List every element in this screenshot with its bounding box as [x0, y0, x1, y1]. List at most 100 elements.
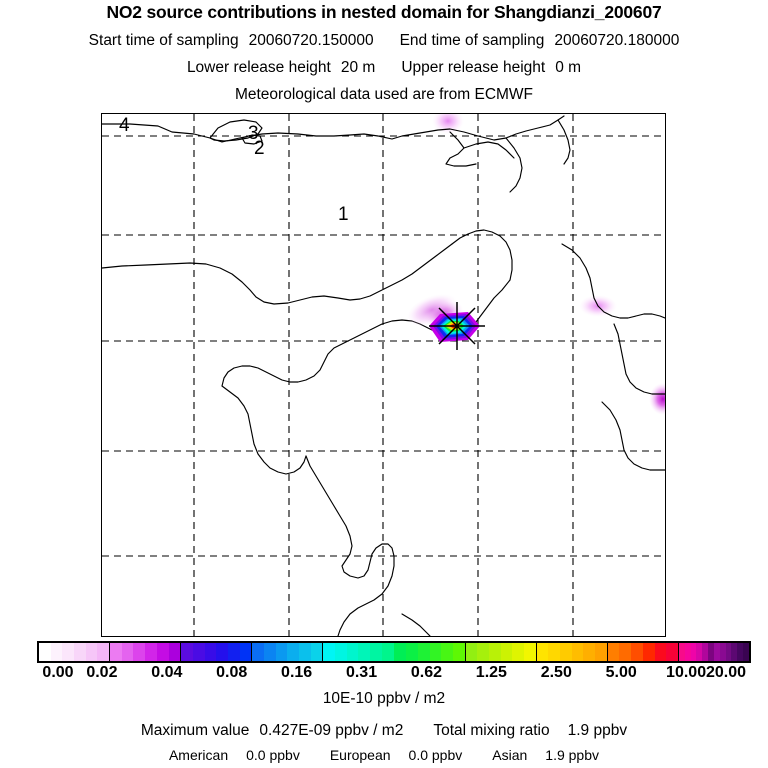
european-value: 0.0 ppbv: [408, 747, 463, 763]
colorbar-step: [524, 643, 536, 661]
contour-label-1: 1: [338, 204, 349, 225]
end-time-value: 20060720.180000: [554, 32, 680, 49]
asian-label: Asian: [492, 747, 528, 763]
colorbar-step: [548, 643, 561, 661]
sampling-time-line: Start time of sampling 20060720.150000 End…: [0, 32, 768, 50]
colorbar-step: [417, 643, 430, 661]
colorbar-segment: [394, 643, 466, 661]
colorbar-tick-label: 1.25: [475, 664, 507, 681]
colorbar-step: [370, 643, 382, 661]
colorbar-step: [227, 643, 240, 661]
colorbar-step: [394, 643, 407, 661]
colorbar-segment: [465, 643, 537, 661]
colorbar-step: [560, 643, 572, 661]
colorbar-step: [690, 643, 697, 661]
colorbar-step: [133, 643, 146, 661]
total-mixing-ratio-label: Total mixing ratio: [433, 722, 550, 739]
lower-release-label: Lower release height: [186, 59, 331, 76]
map-svg: 4 3 2 1: [102, 114, 665, 636]
colorbar-step: [263, 643, 276, 661]
colorbar-step: [192, 643, 205, 661]
colorbar-tick-label: 0.31: [345, 664, 378, 681]
colorbar-step: [287, 643, 300, 661]
contour-label-2: 2: [254, 138, 265, 159]
colorbar-tick-label: 20.00: [705, 664, 747, 681]
colorbar-segment: [252, 643, 324, 661]
colorbar-tick-label: 10.00: [666, 664, 707, 681]
colorbar-step: [500, 643, 513, 661]
colorbar-step: [346, 643, 359, 661]
colorbar-step: [737, 643, 744, 661]
colorbar-step: [323, 643, 336, 661]
colorbar-step: [713, 643, 720, 661]
colorbar-step: [441, 643, 453, 661]
summary-line-regions: American 0.0 ppbv European 0.0 ppbv Asian 1.9…: [0, 747, 768, 763]
colorbar-segment: [536, 643, 608, 661]
colorbar-step: [702, 643, 709, 661]
colorbar-step: [536, 643, 549, 661]
colorbar-step: [335, 643, 347, 661]
colorbar-step: [252, 643, 264, 661]
colorbar-tick-label: 0.00: [42, 664, 74, 681]
contour-number-labels: 4 3 2 1: [119, 115, 349, 225]
map-gridlines: [102, 114, 665, 636]
colorbar-tick-labels: 0.00 0.02 0.04 0.08 0.16 0.31 0.62 1.25 2.50 5.00…: [0, 664, 768, 684]
colorbar-step: [571, 643, 584, 661]
colorbar-step: [654, 643, 667, 661]
colorbar-step: [168, 643, 181, 661]
start-time-label: Start time of sampling: [88, 32, 239, 49]
colorbar-step: [110, 643, 122, 661]
colorbar-step: [642, 643, 655, 661]
american-label: American: [168, 747, 229, 763]
page-title: NO2 source contributions in nested domai…: [106, 2, 662, 22]
colorbar-segment: [39, 643, 111, 661]
colorbar-step: [145, 643, 157, 661]
colorbar-step: [477, 643, 489, 661]
colorbar-tick-label: 5.00: [605, 664, 637, 681]
main-plume: [406, 293, 485, 350]
colorbar-step: [97, 643, 110, 661]
secondary-plumes: [432, 114, 665, 415]
colorbar-step: [631, 643, 643, 661]
colorbar-step: [619, 643, 632, 661]
colorbar-segment: [678, 643, 749, 661]
colorbar-segment: [607, 643, 679, 661]
colorbar-step: [85, 643, 98, 661]
colorbar-step: [39, 643, 51, 661]
colorbar-step: [725, 643, 732, 661]
colorbar-step: [452, 643, 465, 661]
upper-release-value: 0 m: [555, 59, 582, 76]
contour-label-4: 4: [119, 115, 130, 136]
colorbar-tick-label: 0.08: [216, 664, 248, 681]
colorbar: [37, 641, 751, 663]
colorbar-tick-label: 2.50: [540, 664, 572, 681]
asian-value: 1.9 ppbv: [545, 747, 600, 763]
colorbar-tick-label: 0.16: [281, 664, 313, 681]
colorbar-step: [465, 643, 478, 661]
met-data-line: Meteorological data used are from ECMWF: [234, 86, 534, 103]
colorbar-segment: [110, 643, 182, 661]
map-plot-area: 4 3 2 1: [101, 113, 666, 637]
american-value: 0.0 ppbv: [246, 747, 300, 763]
colorbar-step: [310, 643, 323, 661]
coastline-paths: [102, 115, 665, 636]
colorbar-step: [204, 643, 217, 661]
total-mixing-ratio-value: 1.9 ppbv: [567, 722, 628, 739]
colorbar-step: [121, 643, 134, 661]
colorbar-step: [299, 643, 311, 661]
start-time-value: 20060720.150000: [248, 32, 374, 49]
colorbar-step: [74, 643, 86, 661]
colorbar-step: [50, 643, 63, 661]
colorbar-step: [488, 643, 501, 661]
colorbar-step: [678, 643, 685, 661]
colorbar-step: [239, 643, 252, 661]
colorbar-step: [381, 643, 394, 661]
colorbar-step: [358, 643, 371, 661]
colorbar-segment: [181, 643, 253, 661]
colorbar-step: [512, 643, 524, 661]
colorbar-step: [429, 643, 442, 661]
colorbar-units-label: 10E-10 ppbv / m2: [322, 690, 446, 707]
colorbar-step: [708, 643, 714, 661]
colorbar-wrap: [37, 641, 751, 663]
